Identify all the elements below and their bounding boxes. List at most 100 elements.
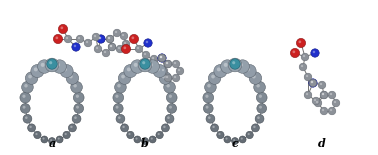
Circle shape (137, 47, 139, 49)
Circle shape (162, 75, 166, 78)
Circle shape (154, 67, 156, 69)
Circle shape (97, 35, 105, 43)
Circle shape (207, 84, 211, 88)
Circle shape (76, 35, 84, 43)
Circle shape (163, 126, 166, 128)
Circle shape (309, 79, 317, 87)
Circle shape (41, 63, 45, 67)
Circle shape (212, 126, 215, 128)
Circle shape (172, 60, 180, 68)
Circle shape (56, 36, 58, 39)
Circle shape (74, 104, 84, 113)
Circle shape (25, 72, 38, 84)
Circle shape (102, 49, 110, 57)
Circle shape (118, 47, 120, 49)
Circle shape (92, 33, 100, 41)
Circle shape (313, 51, 315, 53)
Circle shape (20, 104, 30, 113)
Circle shape (311, 49, 319, 57)
Circle shape (167, 104, 177, 113)
Circle shape (118, 116, 121, 119)
Circle shape (304, 91, 312, 99)
Circle shape (129, 34, 139, 44)
Circle shape (314, 99, 322, 107)
Circle shape (47, 59, 57, 69)
Circle shape (115, 81, 126, 93)
Circle shape (309, 79, 317, 87)
Circle shape (34, 131, 41, 139)
Circle shape (74, 116, 77, 119)
Circle shape (293, 51, 295, 53)
Circle shape (34, 67, 38, 71)
Circle shape (122, 40, 130, 48)
Circle shape (149, 63, 153, 67)
Circle shape (41, 136, 48, 143)
Circle shape (113, 29, 121, 37)
Circle shape (99, 37, 101, 39)
Circle shape (28, 124, 36, 132)
Circle shape (86, 41, 88, 43)
Circle shape (115, 31, 117, 33)
Circle shape (152, 65, 160, 73)
Circle shape (121, 124, 129, 132)
Circle shape (166, 84, 170, 88)
Circle shape (117, 84, 121, 88)
Circle shape (53, 60, 67, 73)
Circle shape (71, 81, 82, 93)
Circle shape (330, 93, 332, 95)
Circle shape (20, 92, 31, 103)
Circle shape (259, 106, 262, 109)
Circle shape (135, 45, 143, 53)
Circle shape (159, 72, 172, 84)
Circle shape (36, 133, 37, 135)
Circle shape (121, 44, 131, 54)
Circle shape (304, 73, 312, 81)
Circle shape (64, 35, 72, 43)
Circle shape (166, 62, 168, 64)
Circle shape (232, 61, 235, 64)
Text: c: c (232, 138, 239, 149)
Circle shape (204, 81, 216, 93)
Circle shape (124, 42, 126, 44)
Circle shape (24, 84, 28, 88)
Circle shape (246, 131, 253, 139)
Circle shape (108, 43, 116, 51)
Circle shape (160, 56, 162, 58)
Circle shape (29, 126, 32, 128)
Circle shape (248, 133, 250, 135)
Circle shape (332, 99, 340, 107)
Circle shape (142, 51, 150, 59)
Circle shape (218, 133, 221, 135)
Circle shape (49, 61, 52, 64)
Circle shape (63, 131, 70, 139)
Circle shape (217, 67, 221, 71)
Circle shape (84, 39, 92, 47)
Circle shape (144, 53, 146, 55)
Circle shape (164, 74, 172, 82)
Circle shape (94, 35, 96, 37)
Circle shape (72, 114, 81, 123)
Circle shape (211, 124, 218, 132)
Circle shape (208, 116, 211, 119)
Circle shape (106, 35, 114, 43)
Circle shape (42, 137, 45, 140)
Circle shape (152, 57, 154, 59)
Circle shape (116, 114, 125, 123)
Circle shape (330, 109, 332, 111)
Circle shape (113, 92, 124, 103)
Circle shape (68, 124, 76, 132)
Circle shape (306, 93, 308, 95)
Circle shape (178, 69, 180, 71)
Circle shape (167, 116, 170, 119)
Circle shape (320, 91, 328, 99)
Circle shape (152, 59, 154, 61)
Circle shape (232, 138, 239, 144)
Circle shape (60, 27, 63, 29)
Circle shape (110, 45, 112, 47)
Circle shape (160, 56, 162, 58)
Circle shape (217, 131, 224, 139)
Circle shape (203, 104, 213, 113)
Circle shape (115, 95, 119, 98)
Circle shape (290, 48, 300, 58)
Circle shape (134, 136, 141, 143)
